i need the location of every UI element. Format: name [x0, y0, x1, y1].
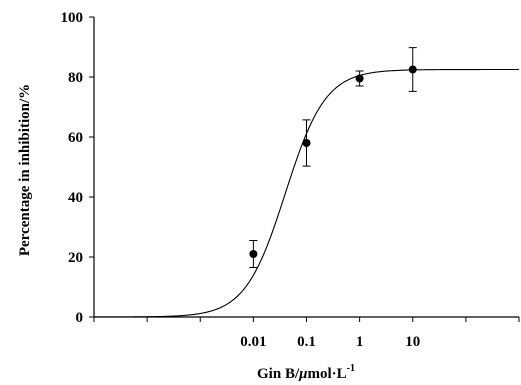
x-tick-label: 0.1 — [297, 334, 316, 350]
x-axis-title-unit: mol·L — [307, 366, 346, 382]
x-axis-ticks: 0.01 0.1 1 10 — [93, 317, 520, 350]
y-axis-ticks: 0 20 40 60 80 100 — [61, 10, 94, 326]
data-point — [408, 65, 417, 74]
x-axis-title-sup: -1 — [347, 363, 355, 374]
x-axis-title-main: Gin B/ — [257, 366, 300, 382]
y-tick-label: 40 — [68, 190, 83, 206]
x-axis-title-mu: μ — [298, 366, 307, 382]
x-axis-title: Gin B/μmol·L-1 — [257, 363, 355, 382]
data-points — [249, 47, 417, 268]
y-tick-label: 100 — [61, 10, 84, 26]
x-tick-label: 10 — [405, 334, 420, 350]
data-point — [249, 250, 258, 258]
data-point — [302, 139, 311, 147]
y-tick-label: 0 — [76, 310, 84, 326]
y-tick-label: 80 — [68, 70, 83, 86]
fit-curve — [94, 68, 519, 318]
x-tick-label: 1 — [356, 334, 364, 350]
y-tick-label: 60 — [68, 130, 83, 146]
y-axis-title: Percentage in inhibition/% — [17, 84, 33, 256]
x-tick-label: 0.01 — [240, 334, 266, 350]
data-point — [355, 74, 364, 83]
y-tick-label: 20 — [68, 250, 83, 266]
